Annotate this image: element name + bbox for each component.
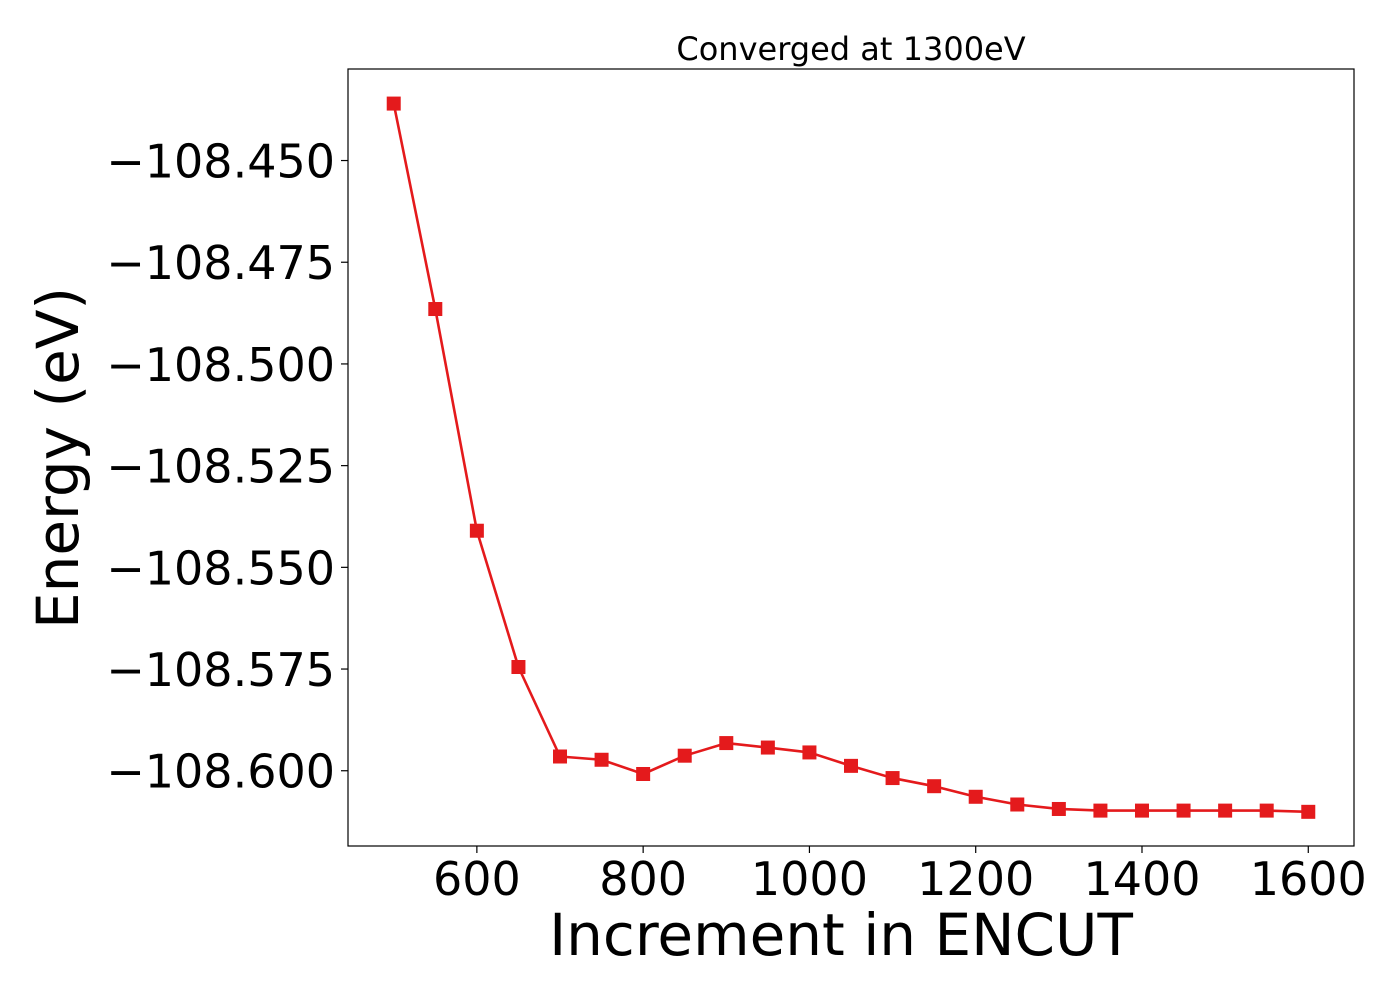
data-point-marker [386,96,401,111]
data-point-marker [760,740,775,755]
y-tick-label: −108.525 [106,440,335,494]
data-point-marker [511,660,526,675]
data-point-marker [1176,803,1191,818]
data-point-marker [553,749,568,764]
x-tick-label: 600 [433,852,521,906]
x-tick-label: 1200 [917,852,1034,906]
plot-area [347,68,1355,847]
y-axis: −108.450 −108.475 −108.500 −108.525 −108.550… [106,135,348,799]
x-tick-label: 1000 [751,852,868,906]
x-tick-label: 1600 [1250,852,1367,906]
y-tick-label: −108.600 [106,745,335,799]
y-tick-label: −108.550 [106,541,335,595]
data-point-marker [719,736,734,751]
y-tick-label: −108.475 [106,236,335,290]
data-point-marker [1010,797,1025,812]
data-point-marker [968,789,983,804]
data-point-marker [636,766,651,781]
series-layer [386,96,1316,819]
data-point-marker [927,779,942,794]
data-point-marker [469,523,484,538]
x-axis-title: Increment in ENCUT [549,901,1133,969]
data-point-marker [677,748,692,763]
data-point-marker [1259,803,1274,818]
data-point-marker [1051,801,1066,816]
y-tick-label: −108.575 [106,643,335,697]
data-point-marker [885,771,900,786]
data-point-marker [428,302,443,317]
data-point-marker [1093,803,1108,818]
data-point-marker [1134,803,1149,818]
x-axis: 600 800 1000 1200 1400 1600 [433,846,1367,906]
x-tick-label: 800 [599,852,687,906]
chart-title: Converged at 1300eV [676,30,1025,68]
data-point-marker [1301,804,1316,819]
data-point-marker [594,752,609,767]
data-point-marker [1218,803,1233,818]
x-tick-label: 1400 [1083,852,1200,906]
data-point-marker [802,745,817,760]
data-point-marker [844,758,858,773]
y-axis-title: Energy (eV) [24,287,92,629]
y-tick-label: −108.500 [106,338,335,392]
y-tick-label: −108.450 [106,135,335,189]
